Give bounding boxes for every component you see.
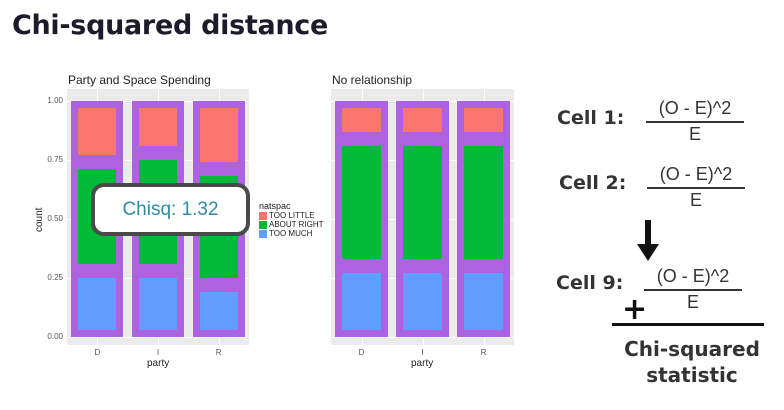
bar-segment-D-too-much	[342, 273, 381, 330]
cell9-denominator: E	[686, 291, 699, 312]
sum-line	[612, 323, 764, 326]
bar-segment-D-about-right	[342, 145, 381, 260]
statistic-line1: Chi-squared	[624, 337, 760, 361]
bar-segment-D-too-much	[78, 277, 117, 330]
x-tick-label: D	[94, 348, 101, 357]
cell1-numerator: (O - E)^2	[658, 98, 732, 118]
bar-segment-D-too-little	[78, 108, 117, 156]
cell2-label: Cell 2:	[559, 172, 627, 194]
chisq-callout-text: Chisq: 1.32	[122, 198, 219, 220]
y-tick-label: 0.75	[47, 155, 63, 164]
slide-title: Chi-squared distance	[12, 10, 329, 41]
cell9-label: Cell 9:	[556, 272, 624, 294]
bar-segment-I-too-much	[138, 277, 178, 330]
cell2-fraction: (O - E)^2 E	[641, 164, 751, 211]
legend-item: TOO LITTLE	[259, 211, 315, 220]
statistic-line2: statistic	[646, 363, 738, 387]
legend-swatch	[259, 220, 267, 229]
bar-segment-R-too-much	[199, 292, 238, 330]
chisq-callout: Chisq: 1.32	[91, 183, 250, 236]
bar-segment-D-too-little	[342, 108, 381, 132]
cell9-numerator: (O - E)^2	[656, 266, 730, 286]
cell2-fraction-bar	[647, 187, 745, 189]
cell1-label: Cell 1:	[557, 107, 625, 129]
cell1-denominator: E	[688, 123, 701, 144]
bar-segment-R-about-right	[464, 145, 503, 260]
chart2-xlabel: party	[411, 358, 434, 369]
legend-label: TOO LITTLE	[269, 211, 315, 220]
legend-swatch	[259, 229, 267, 238]
bar-segment-I-about-right	[403, 145, 442, 260]
cell1-fraction: (O - E)^2 E	[640, 98, 750, 145]
legend-title: natspac	[259, 201, 291, 211]
chart1-xlabel: party	[147, 358, 170, 369]
chi-squared-statistic: Chi-squared statistic	[602, 336, 782, 388]
x-tick-label: I	[421, 348, 424, 357]
cell2-denominator: E	[689, 189, 702, 210]
x-tick-label: I	[156, 348, 160, 357]
legend-item: ABOUT RIGHT	[259, 220, 324, 229]
bar-segment-R-too-little	[464, 108, 503, 132]
x-tick-label: D	[358, 348, 365, 357]
chart2-panel	[331, 89, 514, 345]
chart1-ylabel: count	[34, 207, 45, 232]
legend-label: TOO MUCH	[269, 229, 313, 238]
legend-item: TOO MUCH	[259, 229, 312, 238]
legend-swatch	[259, 211, 267, 220]
cell9-fraction-bar	[644, 289, 742, 291]
down-arrow-icon	[637, 220, 659, 261]
y-tick-label: 0.25	[47, 273, 63, 282]
chart2-title: No relationship	[332, 73, 413, 87]
bar-segment-R-too-much	[464, 273, 503, 330]
cell1-fraction-bar	[646, 121, 744, 123]
plus-sign: +	[622, 292, 648, 327]
legend-label: ABOUT RIGHT	[269, 220, 324, 229]
bar-segment-R-too-little	[199, 108, 238, 163]
y-tick-label: 1.00	[47, 96, 63, 105]
cell9-fraction: (O - E)^2 E	[638, 266, 748, 313]
x-tick-label: R	[480, 348, 487, 357]
bar-segment-I-too-much	[403, 273, 442, 330]
bar-segment-I-too-little	[403, 108, 442, 132]
bar-segment-I-too-little	[138, 108, 178, 146]
y-tick-label: 0.00	[47, 332, 63, 341]
cell2-numerator: (O - E)^2	[659, 164, 733, 184]
y-tick-label: 0.50	[47, 214, 63, 223]
chart1-title: Party and Space Spending	[68, 73, 211, 87]
x-tick-label: R	[215, 348, 222, 357]
